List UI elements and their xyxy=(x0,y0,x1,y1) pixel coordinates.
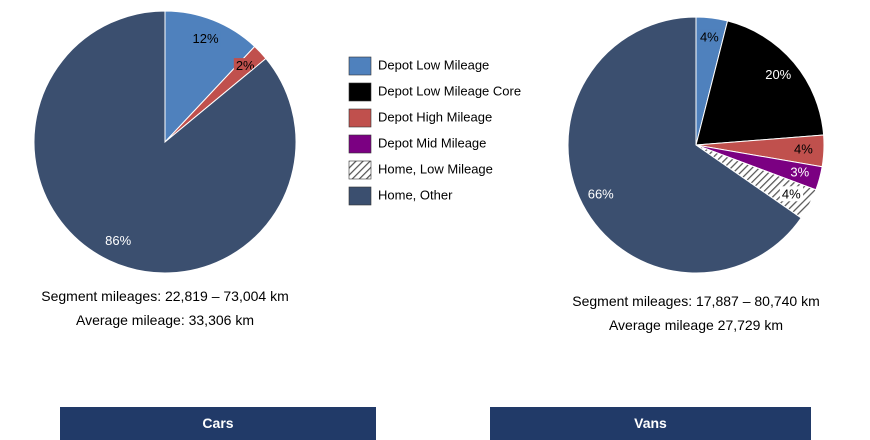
legend-swatch xyxy=(348,160,372,180)
data-label: 86% xyxy=(105,233,131,248)
legend-label: Home, Other xyxy=(378,187,453,202)
data-label-bg xyxy=(792,141,816,157)
data-label-bg xyxy=(233,58,258,74)
caption: Segment mileages: 17,887 – 80,740 km Aver… xyxy=(561,292,831,340)
pie-slice xyxy=(567,16,802,274)
legend-label: Depot Low Mileage Core xyxy=(378,83,521,98)
caption-line: Average mileage: 33,306 km xyxy=(76,312,254,328)
caption-line: Average mileage 27,729 km xyxy=(608,317,784,333)
data-label: 66% xyxy=(588,186,614,201)
caption-line: Segment mileages: 22,819 – 73,004 km xyxy=(41,288,289,304)
legend-swatch xyxy=(348,56,372,76)
data-label: 4% xyxy=(700,30,719,45)
chart-title: Vans xyxy=(490,407,811,440)
legend-swatch xyxy=(348,82,372,102)
chart-title: Cars xyxy=(60,407,376,440)
data-label: 4% xyxy=(782,186,801,201)
data-label: 4% xyxy=(794,141,813,156)
pie-slice xyxy=(695,20,825,146)
pie-slice xyxy=(33,10,297,274)
legend-label: Depot High Mileage xyxy=(378,109,492,124)
legend-label: Depot Low Mileage xyxy=(378,57,489,72)
data-label: 12% xyxy=(192,31,218,46)
legend-swatch xyxy=(348,186,372,206)
data-label-bg xyxy=(697,29,722,45)
legend-label: Home, Low Mileage xyxy=(378,161,493,176)
caption: Segment mileages: 22,819 – 73,004 km Aver… xyxy=(30,287,300,335)
data-label: 3% xyxy=(790,165,809,180)
pie-slice xyxy=(164,10,256,144)
data-label: 2% xyxy=(236,58,255,73)
legend-label: Depot Mid Mileage xyxy=(378,135,486,150)
data-label: 20% xyxy=(765,67,791,82)
caption-line: Segment mileages: 17,887 – 80,740 km xyxy=(572,293,820,309)
data-label-bg xyxy=(779,186,804,202)
legend-swatch xyxy=(348,134,372,154)
data-label-bg xyxy=(190,31,221,47)
legend-swatch xyxy=(348,108,372,128)
